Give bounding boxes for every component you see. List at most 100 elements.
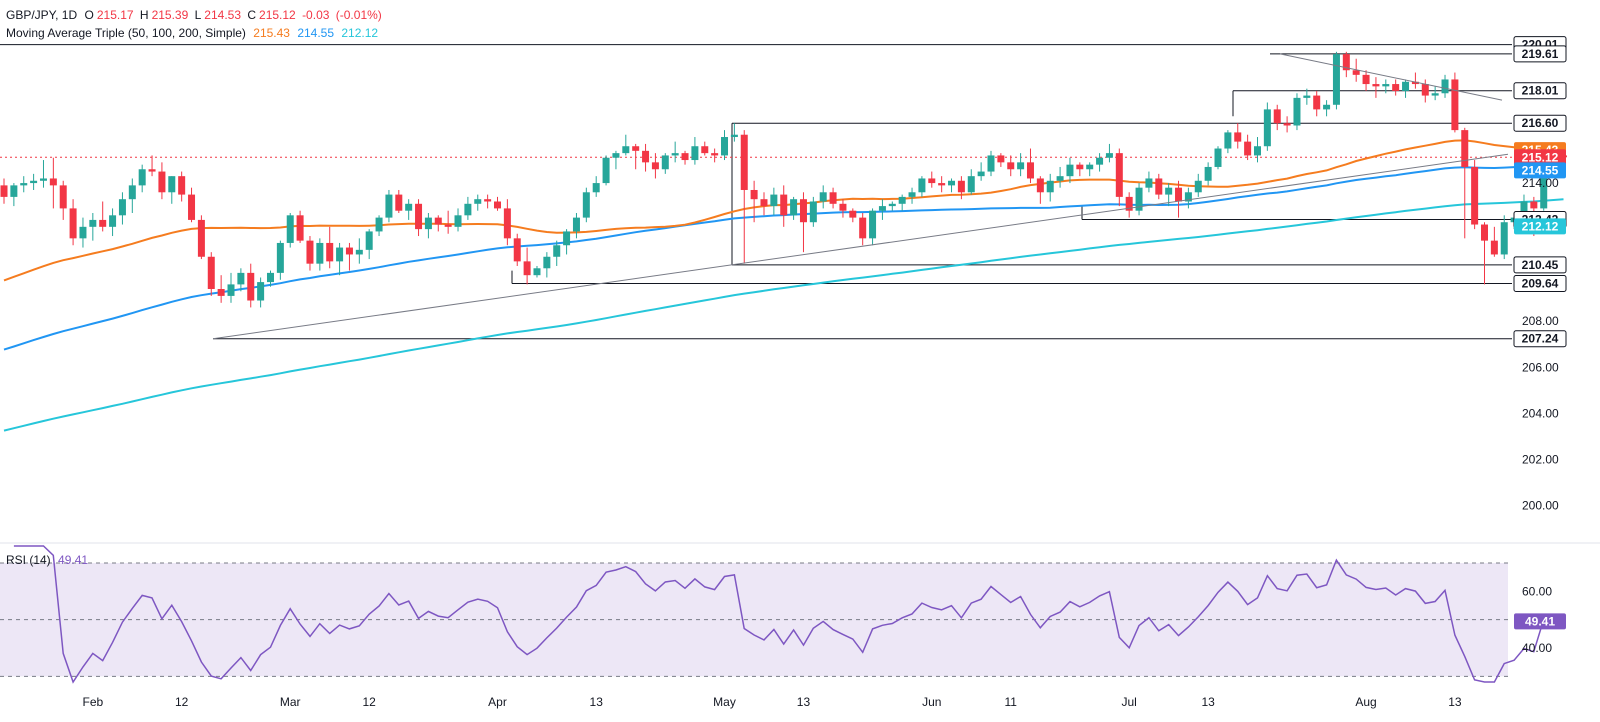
- x-tick-label: Apr: [488, 695, 507, 709]
- x-tick-label: Jun: [922, 695, 941, 709]
- candle: [661, 153, 669, 174]
- candle: [10, 183, 18, 207]
- ma-title: Moving Average Triple (50, 100, 200, Sim…: [6, 26, 246, 40]
- candle: [385, 189, 393, 223]
- close-label: C: [247, 8, 257, 22]
- candle: [829, 187, 837, 209]
- level-price-tag: 218.01: [1513, 82, 1567, 100]
- candle: [701, 141, 709, 156]
- ma-price-tag: 214.55: [1514, 162, 1566, 179]
- candle: [1431, 86, 1439, 101]
- candle: [1273, 104, 1281, 131]
- candle: [503, 199, 511, 246]
- svg-text:212.12: 212.12: [1522, 219, 1559, 233]
- candle: [178, 171, 186, 202]
- candle: [49, 157, 57, 209]
- low-value: 214.53: [204, 8, 241, 22]
- candle: [651, 153, 659, 179]
- low-label: L: [194, 8, 202, 22]
- x-tick-label: Aug: [1355, 695, 1376, 709]
- candle: [730, 123, 738, 142]
- candle: [306, 236, 314, 271]
- candle: [691, 137, 699, 165]
- candle: [99, 201, 107, 232]
- ma200-value: 212.12: [341, 26, 379, 40]
- candle: [563, 229, 571, 255]
- candle: [1342, 51, 1350, 78]
- candle: [790, 196, 798, 220]
- candle: [750, 180, 758, 223]
- candle: [1421, 79, 1429, 103]
- candle: [454, 208, 462, 232]
- candle: [1402, 79, 1410, 98]
- candle: [1105, 143, 1113, 163]
- candle: [1125, 192, 1133, 218]
- candle: [1155, 173, 1163, 200]
- symbol-label: GBP/JPY, 1D: [6, 8, 78, 22]
- falling-trendline: [1279, 53, 1503, 101]
- candle: [572, 213, 580, 239]
- candle: [109, 208, 117, 237]
- candle: [207, 252, 215, 296]
- candle: [484, 194, 492, 209]
- candle: [908, 187, 916, 204]
- open-label: O: [84, 8, 94, 22]
- change-value: -0.03: [302, 8, 330, 22]
- candle: [977, 162, 985, 181]
- candle: [355, 238, 363, 264]
- candle: [415, 199, 423, 237]
- candle: [1096, 153, 1104, 172]
- candle: [1086, 162, 1094, 177]
- candle: [1313, 90, 1321, 117]
- candle: [1283, 116, 1291, 133]
- y-tick-label: 202.00: [1522, 452, 1559, 466]
- candle: [464, 196, 472, 220]
- candle: [869, 208, 877, 246]
- candle: [345, 242, 353, 271]
- candle: [898, 194, 906, 211]
- candle: [168, 176, 176, 204]
- rsi-tick-label: 60.00: [1522, 584, 1552, 598]
- candle: [1392, 79, 1400, 96]
- candle: [494, 196, 501, 211]
- candle: [938, 176, 946, 193]
- candle: [809, 196, 817, 227]
- x-tick-label: May: [713, 695, 736, 709]
- candle: [543, 252, 551, 278]
- svg-text:215.12: 215.12: [1522, 150, 1559, 164]
- candle: [799, 192, 807, 253]
- candle: [1263, 102, 1271, 151]
- candle: [30, 173, 38, 190]
- candle: [395, 189, 403, 214]
- candle: [859, 213, 867, 246]
- high-label: H: [139, 8, 149, 22]
- candle: [592, 176, 600, 197]
- x-tick-label: 12: [363, 695, 377, 709]
- y-tick-label: 204.00: [1522, 406, 1559, 420]
- candle: [1076, 162, 1084, 177]
- level-price-tag: 207.24: [1513, 330, 1567, 348]
- candle: [632, 143, 640, 170]
- candle: [1471, 160, 1479, 230]
- candle: [188, 187, 196, 223]
- svg-text:219.61: 219.61: [1522, 47, 1559, 61]
- candle: [997, 153, 1005, 167]
- candle: [138, 164, 146, 193]
- close-value: 215.12: [259, 8, 296, 22]
- candle: [721, 130, 729, 161]
- rsi-price-tag: 49.41: [1514, 613, 1566, 630]
- open-value: 215.17: [96, 8, 134, 22]
- level-price-tag: 219.61: [1513, 45, 1567, 63]
- level-price-tag: 209.64: [1513, 274, 1567, 292]
- level-price-tag: 210.45: [1513, 256, 1567, 274]
- candle: [1135, 183, 1143, 216]
- candle: [1036, 176, 1044, 204]
- candle: [1017, 153, 1025, 177]
- candle: [1441, 74, 1449, 98]
- candle: [79, 217, 87, 248]
- x-tick-label: Mar: [280, 695, 301, 709]
- high-value: 215.39: [151, 8, 189, 22]
- candle: [474, 194, 482, 211]
